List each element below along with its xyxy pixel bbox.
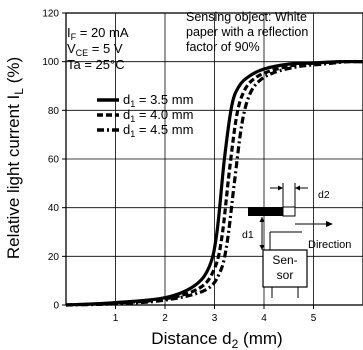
sensor-box	[262, 249, 308, 288]
series-line-1	[65, 59, 363, 307]
x-tick-label: 3	[212, 313, 218, 324]
annotation-line-3: factor of 90%	[186, 40, 260, 54]
x-tick-label: 1	[113, 313, 119, 324]
d1-arrowhead-top	[259, 217, 265, 222]
condition-voltage: VCE = 5 V	[67, 41, 123, 58]
d1-arrowhead-bottom	[259, 245, 265, 250]
y-axis-label: Relative light current IL (%)	[4, 57, 26, 259]
sensor-label-line-2: sor	[277, 268, 294, 282]
y-tick-label: 0	[53, 301, 59, 312]
y-ticks: 0 20 40 60 80 100 120	[42, 9, 66, 312]
condition-current: IF = 20 mA	[67, 25, 129, 42]
sensor-inset-diagram: d2 Direction d1 Sen- sor	[242, 183, 351, 298]
annotation-line-2: paper with a reflection	[186, 25, 308, 39]
x-tick-label: 5	[311, 313, 317, 324]
d2-arrowhead-right	[295, 185, 300, 191]
x-tick-label: 4	[261, 313, 267, 324]
d2-label: d2	[318, 189, 330, 201]
sensing-object-bar	[248, 207, 283, 216]
sensing-object-outline	[282, 206, 296, 217]
d1-label: d1	[242, 229, 254, 241]
d2-arrowhead-left	[278, 185, 283, 191]
condition-temperature: Ta = 25°C	[67, 57, 125, 72]
legend-label-3-5: d1 = 3.5 mm	[123, 92, 193, 109]
direction-arrowhead	[326, 221, 333, 227]
x-ticks: 1 2 3 4 5	[113, 305, 317, 324]
conditions-block: IF = 20 mA VCE = 5 V Ta = 25°C	[67, 25, 129, 72]
annotation-line-1: Sensing object: White	[186, 10, 307, 24]
sensor-label-line-1: Sen-	[272, 253, 297, 267]
y-tick-label: 20	[48, 252, 60, 263]
plot-frame	[65, 12, 363, 306]
y-tick-label: 60	[48, 155, 60, 166]
x-tick-label: 2	[162, 313, 168, 324]
y-tick-label: 40	[48, 203, 60, 214]
legend: d1 = 3.5 mm d1 = 4.0 mm d1 = 4.5 mm	[97, 92, 193, 139]
direction-label: Direction	[308, 239, 351, 251]
y-tick-label: 100	[42, 57, 59, 68]
legend-label-4-5: d1 = 4.5 mm	[123, 122, 193, 139]
x-axis-label: Distance d2 (mm)	[151, 329, 282, 350]
series-lines	[65, 59, 363, 307]
y-tick-label: 80	[48, 106, 60, 117]
legend-label-4-0: d1 = 4.0 mm	[123, 107, 193, 124]
series-line-2	[65, 59, 363, 307]
annotation-sensing-object: Sensing object: White paper with a refle…	[186, 10, 308, 54]
series-line-3	[65, 59, 363, 307]
y-tick-label: 120	[42, 9, 59, 20]
